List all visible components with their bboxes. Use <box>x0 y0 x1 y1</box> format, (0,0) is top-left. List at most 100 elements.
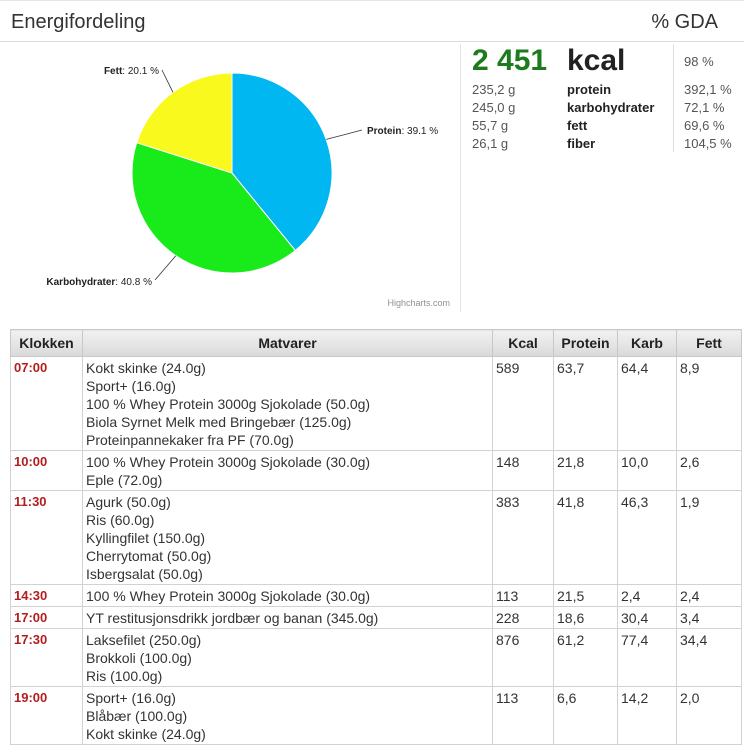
nutrient-label: karbohydrater <box>567 100 655 115</box>
meal-karb: 10,0 <box>617 450 677 491</box>
col-header-kcal[interactable]: Kcal <box>492 329 554 357</box>
col-header-protein[interactable]: Protein <box>553 329 618 357</box>
nutrient-gda-pct: 72,1 % <box>684 100 725 115</box>
meal-time: 07:00 <box>10 356 83 451</box>
meal-table-body: 07:00 Kokt skinke (24.0g) Sport+ (16.0g) 10… <box>10 356 742 745</box>
col-header-klokken[interactable]: Klokken <box>10 329 83 357</box>
meal-foods: Kokt skinke (24.0g) Sport+ (16.0g) 100 % W… <box>82 356 493 451</box>
kcal-total: 2 451 <box>472 44 548 77</box>
pie-label-fett: Fett: 20.1 % <box>104 66 159 77</box>
meal-kcal: 113 <box>492 686 554 745</box>
food-item[interactable]: Blåbær (100.0g) <box>86 708 188 724</box>
gda-header: % GDA <box>651 11 718 33</box>
nutrition-summary: 2 451 kcal 98 % 235,2 g protein 392,1 % … <box>472 44 744 164</box>
meal-kcal: 876 <box>492 628 554 687</box>
meal-fett: 3,4 <box>676 606 742 629</box>
meal-kcal: 383 <box>492 490 554 585</box>
pie-slice-protein[interactable] <box>231 72 333 252</box>
meal-fett: 1,9 <box>676 490 742 585</box>
food-item[interactable]: 100 % Whey Protein 3000g Sjokolade (30.0… <box>86 588 371 604</box>
kcal-gda-pct: 98 % <box>684 54 714 69</box>
meal-karb: 14,2 <box>617 686 677 745</box>
nutrient-row-protein: 235,2 g protein 392,1 % <box>472 82 744 100</box>
col-header-fett[interactable]: Fett <box>676 329 742 357</box>
highcharts-credit[interactable]: Highcharts.com <box>387 298 450 308</box>
meal-protein: 61,2 <box>553 628 618 687</box>
meal-table: Klokken Matvarer Kcal Protein Karb Fett … <box>10 329 742 745</box>
food-item[interactable]: Kokt skinke (24.0g) <box>86 360 206 376</box>
nutrient-amount: 235,2 g <box>472 82 516 97</box>
meal-protein: 63,7 <box>553 356 618 451</box>
nutrient-amount: 55,7 g <box>472 118 509 133</box>
meal-karb: 64,4 <box>617 356 677 451</box>
meal-time: 19:00 <box>10 686 83 745</box>
table-row: 11:30 Agurk (50.0g) Ris (60.0g) Kyllingfile… <box>10 490 742 585</box>
meal-protein: 41,8 <box>553 490 618 585</box>
food-item[interactable]: Eple (72.0g) <box>86 472 163 488</box>
meal-karb: 46,3 <box>617 490 677 585</box>
table-row: 14:30 100 % Whey Protein 3000g Sjokolade … <box>10 584 742 607</box>
food-item[interactable]: YT restitusjonsdrikk jordbær og banan (3… <box>86 610 379 626</box>
food-item[interactable]: Isbergsalat (50.0g) <box>86 566 203 582</box>
pie-connector-karbohydrater <box>154 255 177 281</box>
meal-kcal: 228 <box>492 606 554 629</box>
table-row: 10:00 100 % Whey Protein 3000g Sjokolade … <box>10 450 742 491</box>
food-item[interactable]: Cherrytomat (50.0g) <box>86 548 212 564</box>
food-item[interactable]: Proteinpannekaker fra PF (70.0g) <box>86 432 294 448</box>
food-item[interactable]: Laksefilet (250.0g) <box>86 632 202 648</box>
energy-pie-chart: Protein: 39.1 % Karbohydrater: 40.8 % Fett… <box>10 44 461 312</box>
pie-label-protein: Protein: 39.1 % <box>367 126 438 137</box>
food-item[interactable]: Brokkoli (100.0g) <box>86 650 192 666</box>
nutrient-gda-pct: 104,5 % <box>684 136 732 151</box>
nutrient-label: fiber <box>567 136 596 151</box>
table-row: 17:30 Laksefilet (250.0g) Brokkoli (100.0g… <box>10 628 742 687</box>
meal-foods: Agurk (50.0g) Ris (60.0g) Kyllingfilet (15… <box>82 490 493 585</box>
nutrient-row-fett: 55,7 g fett 69,6 % <box>472 118 744 136</box>
pie-chart-svg: Protein: 39.1 % Karbohydrater: 40.8 % Fett… <box>46 66 438 288</box>
meal-foods: YT restitusjonsdrikk jordbær og banan (3… <box>82 606 493 629</box>
food-item[interactable]: Kokt skinke (24.0g) <box>86 726 206 742</box>
pie-label-karbohydrater: Karbohydrater: 40.8 % <box>46 277 152 288</box>
table-row: 19:00 Sport+ (16.0g) Blåbær (100.0g) Kokt s… <box>10 686 742 745</box>
food-item[interactable]: Sport+ (16.0g) <box>86 378 176 394</box>
col-header-matvarer[interactable]: Matvarer <box>82 329 493 357</box>
nutrient-row-karbohydrater: 245,0 g karbohydrater 72,1 % <box>472 100 744 118</box>
meal-kcal: 589 <box>492 356 554 451</box>
kcal-unit: kcal <box>567 44 626 77</box>
table-row: 17:00 YT restitusjonsdrikk jordbær og ban… <box>10 606 742 629</box>
meal-fett: 8,9 <box>676 356 742 451</box>
meal-karb: 77,4 <box>617 628 677 687</box>
nutrient-gda-pct: 392,1 % <box>684 82 732 97</box>
food-item[interactable]: 100 % Whey Protein 3000g Sjokolade (50.0… <box>86 396 371 412</box>
meal-time: 10:00 <box>10 450 83 491</box>
meal-foods: Laksefilet (250.0g) Brokkoli (100.0g) Ris … <box>82 628 493 687</box>
meal-fett: 2,4 <box>676 584 742 607</box>
meal-foods: 100 % Whey Protein 3000g Sjokolade (30.0… <box>82 584 493 607</box>
food-item[interactable]: 100 % Whey Protein 3000g Sjokolade (30.0… <box>86 454 371 470</box>
meal-protein: 18,6 <box>553 606 618 629</box>
food-item[interactable]: Agurk (50.0g) <box>86 494 171 510</box>
meal-fett: 2,6 <box>676 450 742 491</box>
pie-slice-karbohydrater[interactable] <box>131 142 296 274</box>
meal-fett: 2,0 <box>676 686 742 745</box>
food-item[interactable]: Sport+ (16.0g) <box>86 690 176 706</box>
food-item[interactable]: Ris (100.0g) <box>86 668 163 684</box>
meal-kcal: 113 <box>492 584 554 607</box>
table-row: 07:00 Kokt skinke (24.0g) Sport+ (16.0g) 10… <box>10 356 742 451</box>
food-item[interactable]: Biola Syrnet Melk med Bringebær (125.0g) <box>86 414 352 430</box>
meal-protein: 21,5 <box>553 584 618 607</box>
col-header-karb[interactable]: Karb <box>617 329 677 357</box>
meal-time: 17:30 <box>10 628 83 687</box>
meal-table-wrapper: Klokken Matvarer Kcal Protein Karb Fett … <box>10 329 742 745</box>
nutrient-amount: 245,0 g <box>472 100 516 115</box>
food-item[interactable]: Ris (60.0g) <box>86 512 155 528</box>
meal-foods: 100 % Whey Protein 3000g Sjokolade (30.0… <box>82 450 493 491</box>
meal-foods: Sport+ (16.0g) Blåbær (100.0g) Kokt skinke… <box>82 686 493 745</box>
nutrient-gda-pct: 69,6 % <box>684 118 725 133</box>
pie-connector-protein <box>326 129 363 140</box>
meal-fett: 34,4 <box>676 628 742 687</box>
meal-time: 14:30 <box>10 584 83 607</box>
nutrient-amount: 26,1 g <box>472 136 509 151</box>
food-item[interactable]: Kyllingfilet (150.0g) <box>86 530 206 546</box>
section-header: Energifordeling % GDA <box>0 0 744 42</box>
